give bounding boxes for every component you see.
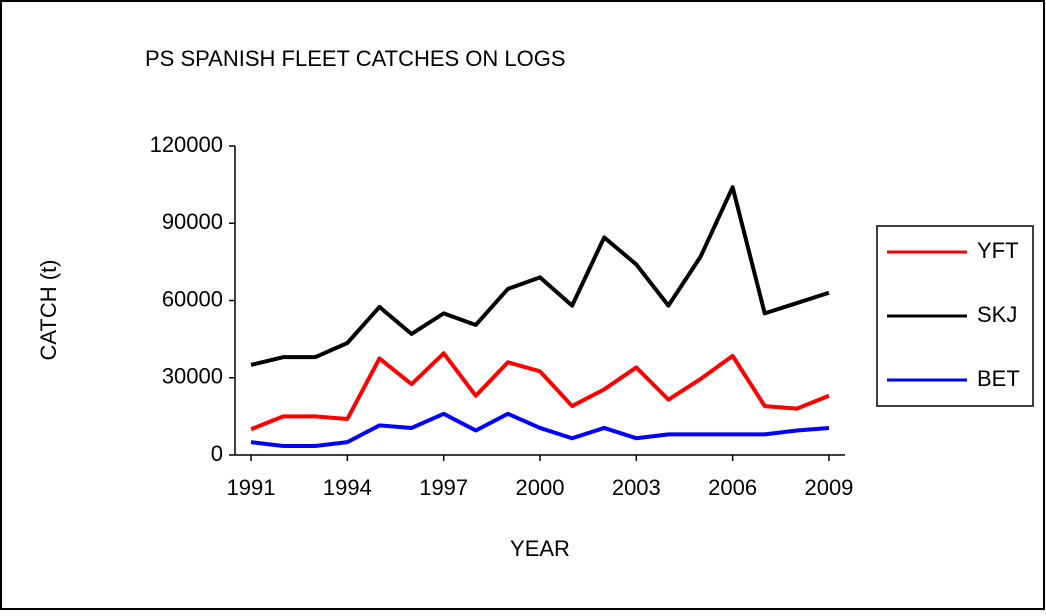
- line-series: [250, 185, 830, 367]
- x-tick-label: 2003: [612, 475, 661, 500]
- x-axis-title: YEAR: [510, 536, 570, 561]
- y-tick-label: 30000: [162, 364, 223, 389]
- y-tick-label: 60000: [162, 286, 223, 311]
- y-axis-title: CATCH (t): [36, 259, 61, 360]
- legend-label: YFT: [977, 238, 1019, 263]
- y-tick-label: 0: [211, 441, 223, 466]
- x-tick-label: 2009: [804, 475, 853, 500]
- x-tick-label: 1991: [227, 475, 276, 500]
- y-tick-label: 120000: [150, 132, 223, 157]
- line-series: [250, 351, 830, 432]
- legend-label: SKJ: [977, 302, 1017, 327]
- y-tick-label: 90000: [162, 209, 223, 234]
- legend-label: BET: [977, 366, 1020, 391]
- x-tick-label: 1994: [323, 475, 372, 500]
- x-tick-label: 2006: [708, 475, 757, 500]
- x-tick-label: 2000: [516, 475, 565, 500]
- chart-title: PS SPANISH FLEET CATCHES ON LOGS: [145, 46, 566, 71]
- x-tick-label: 1997: [419, 475, 468, 500]
- line-series: [250, 411, 830, 448]
